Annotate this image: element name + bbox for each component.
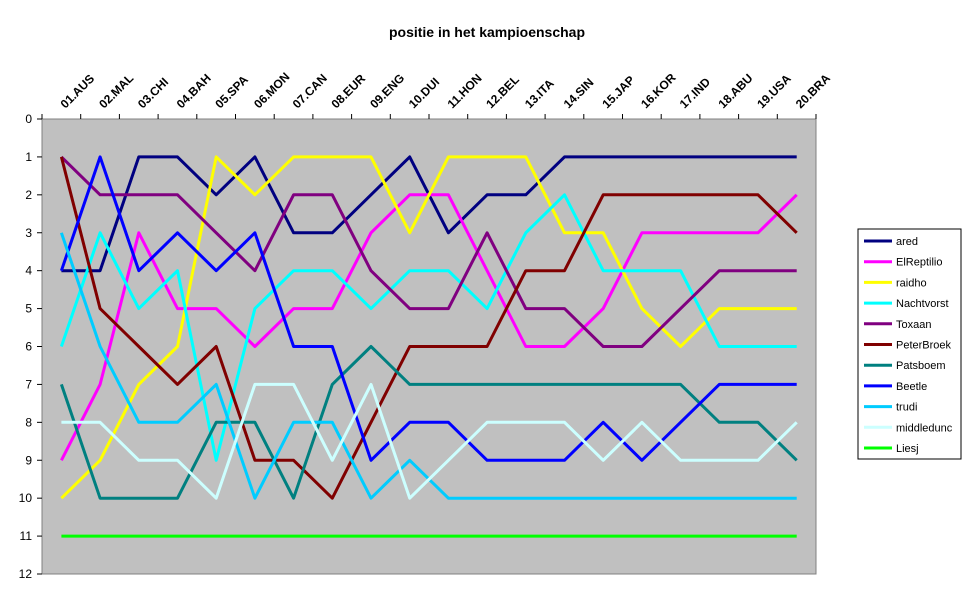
legend-label: Nachtvorst [896,298,949,310]
series-line-beetle [59,155,797,462]
legend-label: Beetle [896,381,927,393]
y-tick-label: 6 [25,340,32,354]
series-lines [59,155,798,538]
series-line-patsboem [59,345,798,500]
y-tick-label: 10 [19,491,33,505]
legend-label: Toxaan [896,319,931,331]
series-line-raidho [60,155,797,500]
y-tick-label: 0 [25,112,32,126]
y-tick-label: 3 [25,226,32,240]
y-tick-label: 11 [20,529,33,543]
y-tick-label: 1 [25,150,32,164]
legend-label: PeterBroek [896,340,952,352]
series-line-nachtvorst [59,193,797,462]
legend-label: raidho [896,277,927,289]
y-tick-label: 9 [25,453,32,467]
y-tick-label: 4 [25,264,32,278]
series-line-peterbroek [59,156,798,500]
legend-label: middledunc [896,422,953,434]
legend-label: trudi [896,402,917,414]
legend-label: Patsboem [896,360,946,372]
y-tick-label: 7 [25,377,32,391]
y-tick-label: 5 [25,302,32,316]
series-line-middledunc [61,382,798,500]
chart-title: positie in het kampioenschap [389,24,585,40]
series-line-toxaan [60,155,797,348]
legend-label: Liesj [896,443,919,455]
legend-label: ElReptilio [896,257,942,269]
legend-label: ared [896,236,918,248]
y-tick-label: 8 [25,415,32,429]
y-tick-label: 12 [19,567,33,581]
y-tick-label: 2 [25,188,32,202]
legend: ared ElReptilio raidho Nachtvorst Toxaan Pete… [857,228,962,460]
